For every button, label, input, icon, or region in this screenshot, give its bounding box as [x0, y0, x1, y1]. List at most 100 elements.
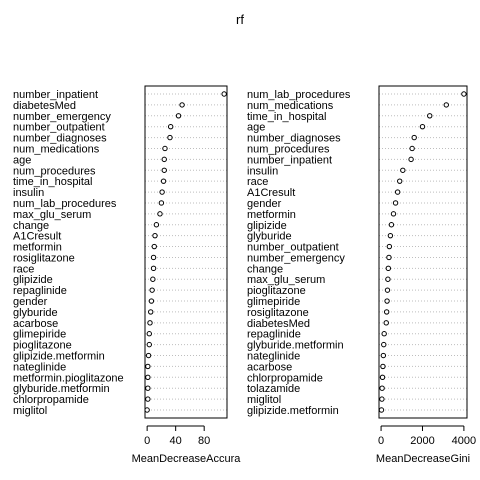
variable-label: acarbose — [247, 361, 292, 373]
data-point — [147, 320, 153, 326]
variable-label: miglitol — [247, 394, 281, 406]
variable-label: number_inpatient — [247, 154, 332, 166]
variable-label: nateglinide — [247, 351, 300, 363]
variable-label: repaglinide — [13, 285, 67, 297]
chart-title: rf — [236, 12, 244, 27]
variable-label: diabetesMed — [247, 318, 310, 330]
variable-label: glyburide — [247, 231, 292, 243]
variable-label: repaglinide — [247, 329, 301, 341]
variable-label: acarbose — [13, 318, 58, 330]
variable-label: number_outpatient — [13, 122, 105, 134]
variable-label: change — [247, 263, 283, 275]
variable-label: gender — [13, 296, 48, 308]
data-point — [397, 178, 403, 184]
data-point — [144, 407, 150, 413]
data-point — [149, 287, 155, 293]
data-point — [386, 243, 393, 250]
variable-label: max_glu_serum — [13, 209, 91, 221]
data-point — [179, 102, 185, 108]
variable-label: tolazamide — [247, 383, 300, 395]
data-point — [152, 232, 158, 239]
data-point — [157, 211, 163, 217]
data-point — [161, 156, 167, 163]
variable-label: glipizide.metformin — [13, 351, 105, 363]
data-point — [150, 276, 156, 282]
data-point — [379, 396, 385, 402]
data-point — [387, 232, 394, 239]
data-point — [386, 254, 392, 261]
variable-label: glimepiride — [247, 296, 300, 308]
data-point — [394, 189, 401, 195]
variable-label: diabetesMed — [13, 100, 76, 112]
data-point — [385, 265, 392, 272]
data-point — [390, 211, 397, 217]
data-point — [461, 91, 467, 97]
variable-label: rosiglitazone — [247, 307, 309, 319]
data-point — [161, 167, 167, 173]
variable-label: num_procedures — [13, 165, 96, 177]
data-point — [146, 341, 152, 348]
x-tick-label: 40 — [170, 435, 182, 447]
data-point — [167, 123, 174, 130]
data-point — [380, 363, 386, 370]
variable-label: gender — [247, 198, 282, 210]
variable-label: time_in_hospital — [13, 176, 93, 188]
x-tick-label: 0 — [144, 435, 150, 447]
panel-2: num_lab_proceduresnum_medicationstime_in… — [247, 85, 476, 465]
x-tick-label: 80 — [198, 435, 210, 447]
data-point — [419, 123, 426, 130]
data-point — [145, 352, 152, 359]
data-point — [159, 189, 165, 195]
variable-label: num_medications — [247, 100, 334, 112]
variable-label: change — [13, 220, 49, 232]
data-point — [148, 309, 154, 315]
variable-label: number_inpatient — [13, 89, 98, 101]
variable-label: glipizide — [247, 220, 287, 232]
data-point — [150, 265, 157, 272]
variable-label: race — [247, 176, 268, 188]
variable-label: num_medications — [13, 143, 100, 155]
data-point — [392, 200, 399, 206]
variable-label: A1Cresult — [247, 187, 295, 199]
data-point — [145, 363, 151, 370]
variable-label: pioglitazone — [247, 285, 306, 297]
data-point — [400, 167, 406, 173]
variable-label: num_lab_procedures — [247, 89, 351, 101]
data-point — [378, 407, 385, 413]
variable-label: glyburide.metformin — [247, 340, 344, 352]
variable-label: A1Cresult — [13, 231, 61, 243]
variable-label: age — [13, 154, 31, 166]
data-point — [381, 331, 387, 337]
data-point — [175, 113, 182, 119]
variable-label: glimepiride — [13, 329, 66, 341]
variable-label: glyburide — [13, 307, 58, 319]
variable-label: num_procedures — [247, 143, 330, 155]
x-tick-label: 2000 — [410, 435, 434, 447]
data-point — [145, 374, 151, 381]
data-point — [427, 113, 433, 119]
x-tick-label: 4000 — [452, 435, 476, 447]
data-point — [145, 385, 151, 391]
variable-label: metformin — [247, 209, 296, 221]
variable-label: metformin — [13, 242, 62, 254]
data-point — [381, 341, 387, 348]
variable-label: num_lab_procedures — [13, 198, 117, 210]
data-point — [385, 276, 391, 282]
variable-label: max_glu_serum — [247, 274, 325, 286]
variable-label: age — [247, 122, 265, 134]
x-axis-title: MeanDecreaseAccura — [132, 453, 242, 465]
variable-label: number_emergency — [13, 111, 111, 123]
panel-1: number_inpatientdiabetesMednumber_emerge… — [13, 85, 242, 465]
data-point — [411, 134, 417, 141]
variable-label: chlorpropamide — [247, 372, 323, 384]
variable-label: nateglinide — [13, 361, 66, 373]
data-point — [148, 298, 155, 304]
variable-label: number_diagnoses — [13, 133, 107, 145]
x-tick-label: 0 — [378, 435, 384, 447]
variable-label: time_in_hospital — [247, 111, 327, 123]
data-point — [408, 156, 414, 163]
variable-label: number_diagnoses — [247, 133, 341, 145]
data-point — [160, 178, 167, 184]
data-point — [158, 200, 165, 206]
variable-label: glyburide.metformin — [13, 383, 110, 395]
